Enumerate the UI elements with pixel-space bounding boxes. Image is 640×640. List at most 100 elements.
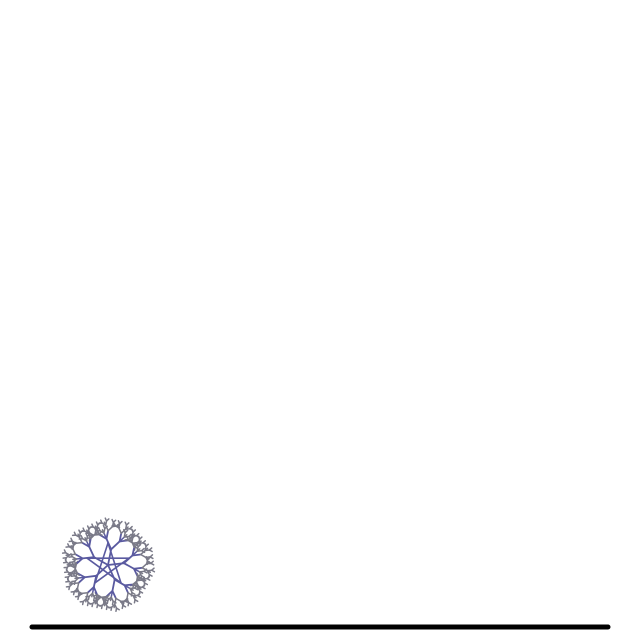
creature-limb bbox=[150, 569, 156, 573]
creature-limb bbox=[127, 592, 134, 597]
creature-limb bbox=[138, 571, 144, 575]
creature-limb bbox=[137, 573, 142, 578]
creature-limb bbox=[121, 604, 124, 610]
creature-limb bbox=[105, 537, 113, 551]
creature-limb bbox=[95, 593, 98, 602]
creature-limb bbox=[144, 547, 149, 552]
creature-limb bbox=[74, 553, 84, 560]
creature-limb bbox=[127, 601, 130, 607]
creature-limb bbox=[101, 529, 105, 534]
creature-limb bbox=[94, 599, 97, 605]
creature-limb bbox=[68, 553, 77, 556]
creature-limb bbox=[111, 589, 117, 600]
creature-limb bbox=[94, 531, 99, 536]
creature-limb bbox=[101, 597, 106, 601]
creature-limb bbox=[74, 563, 78, 571]
creature-limb bbox=[110, 590, 114, 598]
creature-limb bbox=[76, 582, 80, 590]
creature-limb bbox=[76, 572, 86, 579]
creature-limb bbox=[131, 546, 136, 557]
creature-limb bbox=[85, 597, 88, 603]
creature-limb bbox=[104, 524, 109, 532]
creature-limb bbox=[130, 591, 133, 597]
creature-limb bbox=[133, 567, 139, 578]
creature-limb bbox=[148, 549, 153, 553]
creature-limb bbox=[120, 528, 127, 535]
creature-limb bbox=[111, 600, 114, 606]
creature-limb bbox=[77, 591, 80, 597]
creature-limb bbox=[115, 607, 118, 612]
creature-limb bbox=[118, 520, 123, 525]
creature-limb bbox=[112, 519, 117, 524]
creature-limb bbox=[63, 549, 67, 554]
creature-limb bbox=[76, 587, 79, 593]
creature-limb bbox=[75, 557, 84, 565]
creature-limb bbox=[146, 556, 151, 561]
creature-limb bbox=[120, 600, 125, 604]
creature-limb bbox=[91, 586, 95, 595]
creature-limb bbox=[113, 603, 116, 609]
creature-limb bbox=[80, 534, 84, 540]
creature-limb bbox=[95, 564, 109, 577]
branching-creature bbox=[61, 517, 156, 612]
creature-limb bbox=[83, 574, 98, 579]
creature-limb bbox=[105, 529, 110, 540]
creature-limb bbox=[132, 529, 137, 533]
creature-limb bbox=[113, 522, 116, 527]
creature-limb bbox=[132, 583, 139, 589]
creature-limb bbox=[96, 603, 99, 609]
creature-limb bbox=[98, 533, 103, 536]
creature-limb bbox=[81, 541, 91, 548]
creature-limb bbox=[107, 548, 113, 566]
creature-limb bbox=[118, 527, 122, 535]
creature-limb bbox=[139, 553, 147, 559]
creature-limb bbox=[115, 597, 122, 603]
creature-limb bbox=[131, 541, 135, 549]
creature-limb bbox=[146, 577, 151, 581]
creature-limb bbox=[137, 540, 142, 545]
creature-limb bbox=[139, 549, 146, 556]
creature-limb bbox=[72, 564, 76, 569]
creature-limb bbox=[98, 533, 108, 540]
creature-limb bbox=[97, 526, 101, 532]
creature-limb bbox=[124, 529, 129, 534]
creature-limb bbox=[132, 534, 136, 539]
creature-limb bbox=[105, 518, 110, 522]
creature-limb bbox=[141, 586, 146, 590]
creature-limb bbox=[88, 545, 95, 559]
creature-limb bbox=[114, 597, 117, 606]
creature-limb bbox=[132, 542, 137, 546]
creature-limb bbox=[122, 562, 135, 570]
creature-limb bbox=[89, 533, 96, 540]
creature-limb bbox=[75, 572, 78, 578]
creature-limb bbox=[103, 521, 107, 526]
creature-limb bbox=[77, 576, 86, 584]
creature-limb bbox=[116, 524, 120, 529]
creature-limb bbox=[146, 569, 152, 574]
creature-limb bbox=[85, 540, 90, 548]
creature-limb bbox=[123, 584, 131, 590]
creature-limb bbox=[93, 556, 109, 566]
creature-core bbox=[94, 542, 109, 584]
creature-limb bbox=[70, 537, 74, 542]
creature-limb bbox=[132, 579, 139, 586]
creature-limb bbox=[67, 543, 70, 548]
creature-limb bbox=[72, 572, 76, 577]
creature-limb bbox=[140, 549, 146, 554]
creature-limb bbox=[72, 548, 77, 556]
creature-limb bbox=[143, 570, 148, 574]
creature-limb bbox=[126, 536, 129, 541]
creature-limb bbox=[96, 593, 104, 599]
creature-limb bbox=[69, 563, 78, 566]
creature-limb bbox=[77, 533, 81, 538]
creature-limb bbox=[145, 560, 150, 565]
creature-limb bbox=[141, 563, 148, 569]
creature-limb bbox=[70, 553, 74, 558]
creature-limb bbox=[111, 578, 116, 592]
creature-limb bbox=[150, 562, 155, 566]
creature-limb bbox=[92, 596, 96, 602]
creature-limb bbox=[110, 540, 121, 551]
creature-core bbox=[107, 542, 122, 584]
